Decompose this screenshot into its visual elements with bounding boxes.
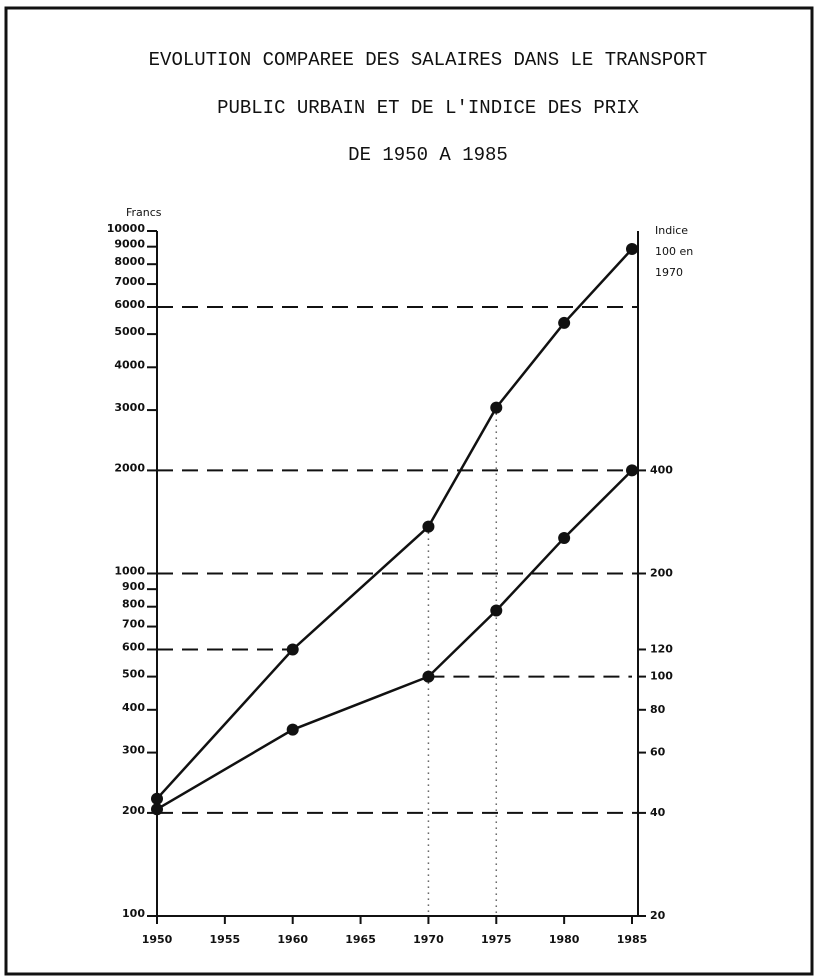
y-tick-label: 5000 [114,325,145,338]
y-tick-label: 800 [122,598,145,611]
x-tick-label: 1980 [549,933,580,946]
y-tick-label: 500 [122,668,145,681]
y-tick-label: 10000 [107,222,146,235]
data-point [490,401,503,414]
y-tick-label: 1000 [114,565,145,578]
y2-tick-label: 60 [650,746,666,759]
x-tick-label: 1965 [345,933,376,946]
y-axis-label: Francs [126,206,162,219]
y2-tick-label: 100 [650,670,673,683]
y-tick-label: 100 [122,907,145,920]
y2-tick-label: 200 [650,567,673,580]
chart-title: DE 1950 A 1985 [348,144,508,166]
x-tick-label: 1960 [277,933,308,946]
y-tick-label: 300 [122,744,145,757]
y2-tick-label: 80 [650,703,666,716]
data-point [151,803,163,816]
y-tick-label: 900 [122,580,145,593]
chart-title: EVOLUTION COMPAREE DES SALAIRES DANS LE … [149,49,708,71]
chart-title: PUBLIC URBAIN ET DE L'INDICE DES PRIX [217,97,639,119]
data-point [422,670,435,683]
data-point [490,604,503,617]
data-point [151,792,163,805]
data-point [286,643,299,656]
y-tick-label: 9000 [114,238,145,251]
y2-tick-label: 20 [650,909,666,922]
data-point [558,531,571,544]
y2-axis-label: 100 en [655,245,693,258]
y-tick-label: 3000 [114,401,145,414]
series-line [156,469,633,811]
x-tick-label: 1955 [210,933,241,946]
y2-axis-label: Indice [655,224,688,237]
data-point [422,520,435,533]
frame [4,6,814,976]
y-tick-label: 2000 [114,461,145,474]
data-point [626,243,638,256]
data-point [286,723,299,736]
y-tick-label: 200 [122,804,145,817]
y-tick-label: 4000 [114,358,145,371]
series-line [156,248,633,800]
y-tick-label: 6000 [114,298,145,311]
data-point [626,464,638,477]
x-tick-label: 1985 [617,933,648,946]
y2-tick-label: 120 [650,642,673,655]
y2-tick-label: 400 [650,463,673,476]
y-tick-label: 700 [122,618,145,631]
y-tick-label: 400 [122,701,145,714]
y2-tick-label: 40 [650,806,666,819]
x-tick-label: 1950 [142,933,173,946]
x-tick-label: 1970 [413,933,444,946]
y2-axis-label: 1970 [655,266,683,279]
data-point [558,316,571,329]
y-tick-label: 600 [122,640,145,653]
y-tick-label: 7000 [114,275,145,288]
x-tick-label: 1975 [481,933,512,946]
y-tick-label: 8000 [114,255,145,268]
